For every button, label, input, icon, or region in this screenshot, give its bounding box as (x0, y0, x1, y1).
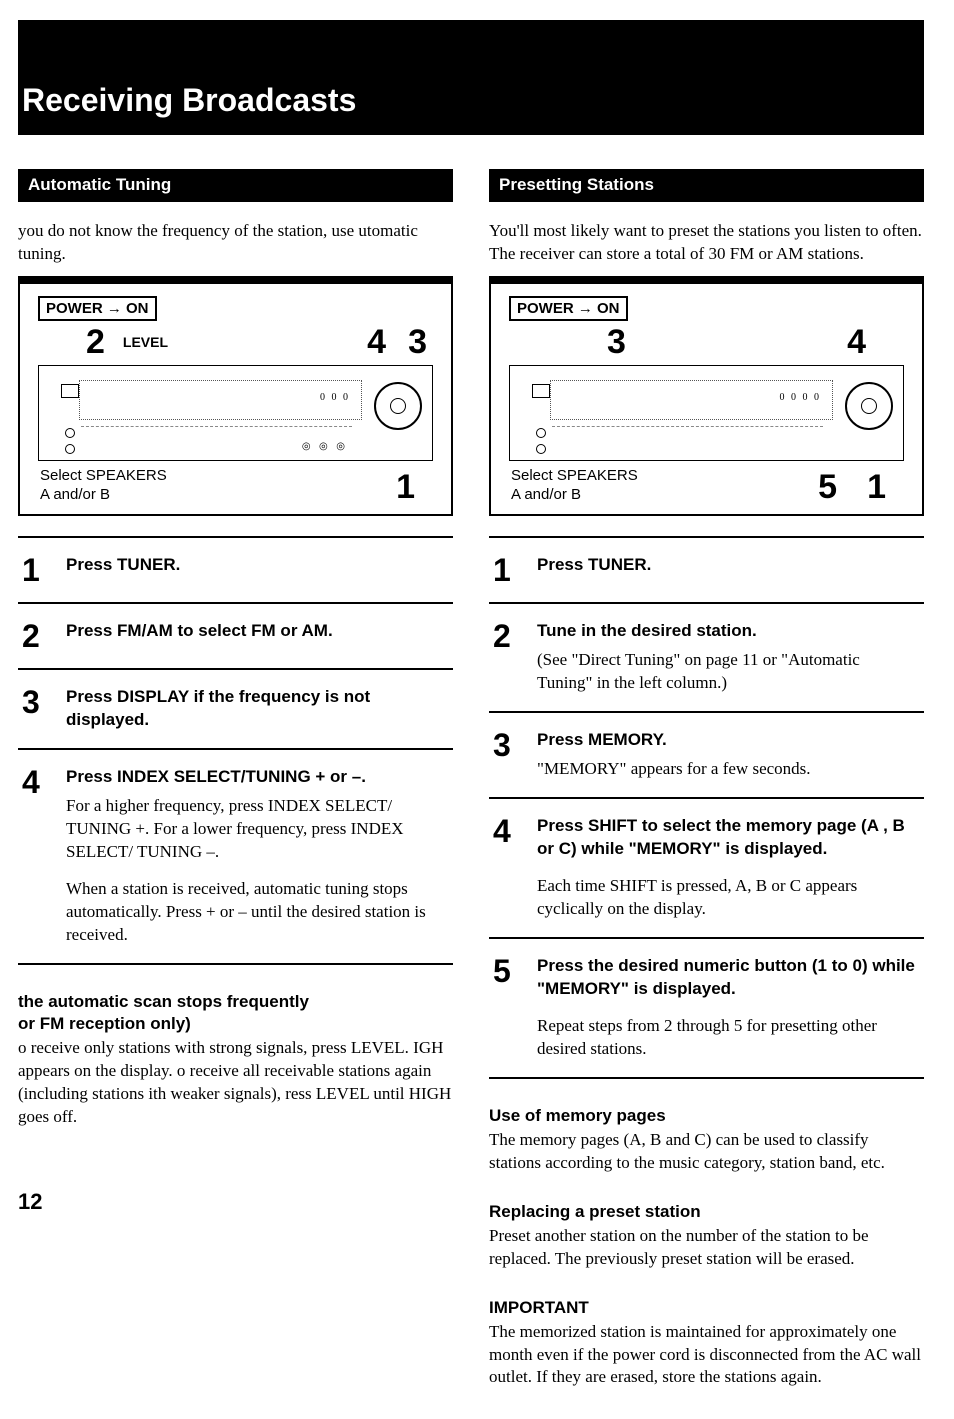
speakers-label: A and/or B (511, 486, 638, 505)
step-number: 2 (22, 620, 52, 652)
display-digits: 0 0 0 (320, 392, 350, 403)
right-column: Presetting Stations You'll most likely w… (489, 169, 924, 1389)
receiver-diagram-right: POWER → ON 3 4 0 0 0 0 Select SPEAKERS (489, 276, 924, 517)
note-heading: IMPORTANT (489, 1297, 924, 1319)
step-item: 2 Press FM/AM to select FM or AM. (18, 604, 453, 670)
note-heading: or FM reception only) (18, 1013, 453, 1035)
callout-number: 3 (408, 325, 427, 359)
step-title: Press SHIFT to select the memory page (A… (537, 815, 918, 861)
left-column: Automatic Tuning you do not know the fre… (18, 169, 453, 1389)
step-item: 3 Press MEMORY. "MEMORY" appears for a f… (489, 713, 924, 799)
note-body: Preset another station on the number of … (489, 1225, 924, 1271)
callout-number: 4 (367, 325, 386, 359)
receiver-diagram-left: POWER → ON 2 LEVEL 4 3 0 0 0 ◎ ◎ ◎ (18, 276, 453, 517)
level-label: LEVEL (123, 334, 168, 350)
volume-knob-icon (374, 382, 422, 430)
note-heading: Use of memory pages (489, 1105, 924, 1127)
step-number: 4 (22, 766, 52, 947)
step-number: 1 (493, 554, 523, 586)
receiver-illustration: 0 0 0 ◎ ◎ ◎ (38, 365, 433, 461)
page-title-banner: Receiving Broadcasts (18, 20, 924, 135)
step-title: Press TUNER. (66, 554, 447, 577)
page-number: 12 (18, 1189, 453, 1215)
note-replacing-preset: Replacing a preset station Preset anothe… (489, 1201, 924, 1271)
note-heading: the automatic scan stops frequently (18, 991, 453, 1013)
step-item: 1 Press TUNER. (489, 538, 924, 604)
step-item: 1 Press TUNER. (18, 538, 453, 604)
callout-number: 1 (867, 470, 886, 504)
step-number: 1 (22, 554, 52, 586)
intro-text: you do not know the frequency of the sta… (18, 220, 453, 266)
step-item: 3 Press DISPLAY if the frequency is not … (18, 670, 453, 750)
step-number: 5 (493, 955, 523, 1061)
step-title: Press the desired numeric button (1 to 0… (537, 955, 918, 1001)
step-number: 3 (493, 729, 523, 781)
power-on-label: POWER → ON (38, 296, 157, 321)
receiver-illustration: 0 0 0 0 (509, 365, 904, 461)
note-heading: Replacing a preset station (489, 1201, 924, 1223)
step-detail: Repeat steps from 2 through 5 for preset… (537, 1015, 918, 1061)
section-heading-presetting: Presetting Stations (489, 169, 924, 202)
step-item: 4 Press SHIFT to select the memory page … (489, 799, 924, 939)
step-title: Press TUNER. (537, 554, 918, 577)
callout-number: 1 (396, 470, 415, 504)
steps-list-right: 1 Press TUNER. 2 Tune in the desired sta… (489, 536, 924, 1078)
volume-knob-icon (845, 382, 893, 430)
step-number: 3 (22, 686, 52, 732)
intro-text: You'll most likely want to preset the st… (489, 220, 924, 266)
step-title: Press MEMORY. (537, 729, 918, 752)
step-item: 5 Press the desired numeric button (1 to… (489, 939, 924, 1079)
section-heading-auto-tuning: Automatic Tuning (18, 169, 453, 202)
note-body: o receive only stations with strong sign… (18, 1037, 453, 1129)
callout-number: 5 (818, 470, 837, 504)
speakers-label: Select SPEAKERS (40, 467, 167, 486)
step-title: Press DISPLAY if the frequency is not di… (66, 686, 447, 732)
display-digits: 0 0 0 0 (780, 392, 822, 403)
step-detail: "MEMORY" appears for a few seconds. (537, 758, 918, 781)
step-title: Press INDEX SELECT/TUNING + or –. (66, 766, 447, 789)
speakers-label: A and/or B (40, 486, 167, 505)
step-number: 4 (493, 815, 523, 921)
two-column-layout: Automatic Tuning you do not know the fre… (18, 169, 924, 1389)
callout-number: 2 (86, 325, 105, 359)
note-memory-pages: Use of memory pages The memory pages (A,… (489, 1105, 924, 1175)
step-title: Tune in the desired station. (537, 620, 918, 643)
step-detail: When a station is received, automatic tu… (66, 878, 447, 947)
jack-icons: ◎ ◎ ◎ (302, 441, 348, 452)
callout-number: 3 (607, 325, 626, 359)
step-item: 4 Press INDEX SELECT/TUNING + or –. For … (18, 750, 453, 965)
speakers-label: Select SPEAKERS (511, 467, 638, 486)
note-body: The memorized station is maintained for … (489, 1321, 924, 1390)
steps-list-left: 1 Press TUNER. 2 Press FM/AM to select F… (18, 536, 453, 964)
step-detail: (See "Direct Tuning" on page 11 or "Auto… (537, 649, 918, 695)
step-detail: Each time SHIFT is pressed, A, B or C ap… (537, 875, 918, 921)
note-important: IMPORTANT The memorized station is maint… (489, 1297, 924, 1390)
step-detail: For a higher frequency, press INDEX SELE… (66, 795, 447, 864)
power-on-label: POWER → ON (509, 296, 628, 321)
step-title: Press FM/AM to select FM or AM. (66, 620, 447, 643)
callout-number: 4 (847, 325, 866, 359)
note-body: The memory pages (A, B and C) can be use… (489, 1129, 924, 1175)
step-item: 2 Tune in the desired station. (See "Dir… (489, 604, 924, 713)
step-number: 2 (493, 620, 523, 695)
note-auto-scan: the automatic scan stops frequently or F… (18, 991, 453, 1129)
manual-page: Receiving Broadcasts Automatic Tuning yo… (0, 0, 954, 1419)
